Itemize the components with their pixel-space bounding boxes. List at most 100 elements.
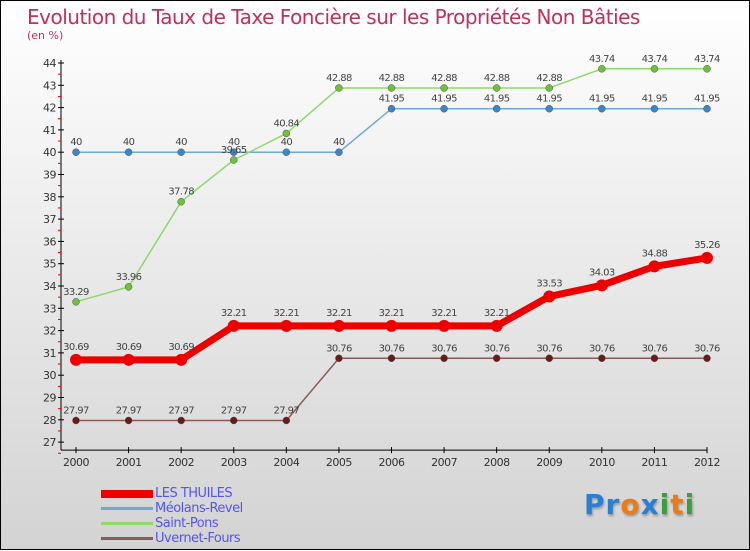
data-point: [124, 283, 133, 291]
data-label: 30.76: [431, 343, 457, 354]
data-label: 40: [123, 137, 135, 148]
x-tick-label: 2004: [273, 456, 299, 469]
data-label: 30.76: [694, 343, 720, 354]
data-point: [70, 353, 82, 366]
data-point: [227, 319, 240, 332]
chart-title: Evolution du Taux de Taxe Foncière sur l…: [27, 5, 640, 29]
data-label: 42.88: [326, 73, 352, 84]
data-label: 40: [333, 137, 345, 148]
data-point: [545, 104, 553, 113]
data-label: 30.76: [484, 343, 510, 354]
data-label: 40: [70, 137, 82, 148]
logo-letter: t: [670, 488, 685, 521]
x-tick-label: 2002: [168, 456, 194, 469]
data-point: [332, 319, 345, 332]
data-point: [701, 251, 713, 264]
x-tick-label: 2005: [326, 456, 352, 469]
x-tick-label: 2003: [221, 456, 247, 469]
data-label: 43.74: [589, 54, 615, 65]
data-point: [335, 148, 343, 156]
x-tick-label: 2011: [641, 456, 667, 469]
data-label: 32.21: [326, 308, 352, 319]
y-axis-unit: (en %): [27, 29, 64, 42]
logo-letter: r: [605, 488, 621, 521]
data-point: [177, 197, 185, 206]
data-label: 34.88: [642, 248, 668, 259]
data-point: [177, 148, 185, 156]
data-point: [122, 353, 135, 366]
data-label: 27.97: [274, 405, 300, 416]
data-point: [124, 148, 133, 156]
data-point: [72, 298, 80, 306]
data-label: 30.69: [116, 342, 142, 353]
data-point: [280, 319, 293, 332]
x-tick-label: 2008: [484, 456, 510, 469]
y-tick-label: 34: [43, 280, 56, 293]
data-point: [335, 84, 343, 92]
x-tick-label: 2006: [379, 456, 405, 469]
legend-label: Saint-Pons: [155, 516, 219, 531]
legend-item: Saint-Pons: [101, 516, 243, 531]
data-label: 40: [175, 137, 187, 148]
data-point: [282, 129, 291, 138]
data-point: [440, 354, 448, 363]
y-tick-label: 38: [43, 191, 56, 204]
data-point: [650, 104, 659, 113]
data-label: 33.53: [536, 278, 562, 289]
x-tick-label: 2000: [63, 456, 89, 469]
data-label: 41.95: [431, 94, 457, 105]
y-tick-label: 43: [43, 79, 56, 92]
data-label: 41.95: [694, 94, 720, 105]
y-tick-label: 33: [43, 302, 56, 315]
y-tick-label: 37: [43, 213, 56, 226]
data-label: 32.21: [221, 308, 247, 319]
x-tick-label: 2012: [694, 456, 720, 469]
data-point: [440, 84, 448, 92]
data-label: 32.21: [379, 308, 405, 319]
data-label: 41.95: [536, 94, 562, 105]
y-tick-label: 28: [43, 414, 56, 427]
data-point: [385, 319, 398, 332]
x-tick-label: 2010: [589, 456, 615, 469]
data-point: [124, 416, 133, 425]
legend-swatch: [101, 537, 153, 540]
logo-letter: P: [584, 488, 606, 521]
data-label: 32.21: [274, 308, 300, 319]
data-point: [282, 148, 291, 156]
data-point: [335, 354, 343, 363]
data-label: 30.76: [326, 343, 352, 354]
x-tick-label: 2009: [536, 456, 562, 469]
data-point: [230, 148, 238, 156]
legend-item: LES THUILES: [101, 486, 243, 501]
data-point: [703, 65, 711, 73]
data-point: [175, 353, 188, 366]
data-label: 27.97: [63, 405, 89, 416]
data-label: 30.76: [379, 343, 405, 354]
data-label: 42.88: [379, 73, 405, 84]
data-label: 33.29: [63, 287, 89, 298]
data-label: 40.84: [274, 118, 300, 129]
x-tick-label: 2007: [431, 456, 457, 469]
y-tick-label: 36: [43, 235, 56, 248]
data-point: [438, 319, 451, 332]
data-point: [492, 84, 501, 92]
data-label: 27.97: [116, 405, 142, 416]
data-point: [650, 354, 659, 363]
data-point: [387, 84, 396, 92]
data-point: [282, 416, 291, 425]
legend-label: Uvernet-Fours: [155, 531, 241, 546]
logo-letter: i: [659, 488, 671, 521]
data-point: [492, 354, 501, 363]
data-point: [230, 416, 238, 425]
x-tick-label: 2001: [116, 456, 142, 469]
data-label: 32.21: [431, 308, 457, 319]
data-label: 34.03: [589, 267, 615, 278]
data-point: [387, 104, 396, 113]
legend-item: Méolans-Revel: [101, 501, 243, 516]
data-point: [72, 148, 80, 156]
data-point: [440, 104, 448, 113]
y-tick-label: 42: [43, 102, 56, 115]
data-label: 42.88: [431, 73, 457, 84]
data-label: 41.95: [642, 94, 668, 105]
